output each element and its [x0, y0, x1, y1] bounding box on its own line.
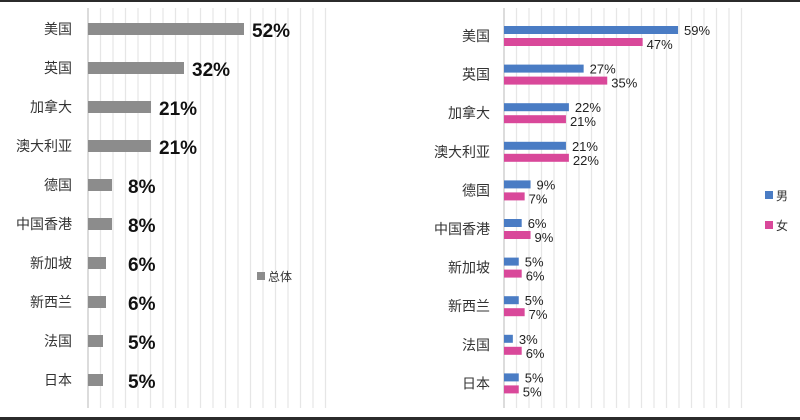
data-label-female-cat-6: 6%	[526, 269, 545, 284]
bar-overall-cat-1	[88, 62, 184, 74]
data-label-male-cat-9: 5%	[525, 370, 544, 385]
data-label-overall-cat-8: 5%	[128, 333, 156, 354]
category-label-cat-1: 英国	[462, 67, 490, 83]
data-label-female-cat-7: 7%	[529, 307, 548, 322]
bar-male-cat-1	[504, 64, 584, 73]
data-label-female-cat-1: 35%	[611, 76, 637, 91]
category-label-cat-8: 法国	[462, 337, 490, 353]
data-label-overall-cat-2: 21%	[159, 99, 197, 120]
bar-male-cat-4	[504, 180, 531, 189]
data-label-female-cat-2: 21%	[570, 114, 596, 129]
data-label-overall-cat-6: 6%	[128, 255, 156, 276]
category-label-cat-9: 日本	[44, 372, 72, 388]
bar-female-cat-7	[504, 308, 525, 317]
data-label-female-cat-9: 5%	[523, 384, 542, 399]
data-label-male-cat-0: 59%	[684, 23, 710, 38]
data-label-female-cat-8: 6%	[526, 346, 545, 361]
category-label-cat-0: 美国	[44, 21, 72, 37]
data-label-male-cat-7: 5%	[525, 293, 544, 308]
bar-overall-cat-9	[88, 374, 103, 386]
data-label-male-cat-6: 5%	[525, 255, 544, 270]
bar-female-cat-4	[504, 192, 525, 201]
data-label-male-cat-5: 6%	[528, 216, 547, 231]
data-label-female-cat-5: 9%	[535, 230, 554, 245]
bar-overall-cat-2	[88, 101, 151, 113]
data-label-female-cat-4: 7%	[529, 191, 548, 206]
category-label-cat-5: 中国香港	[16, 216, 72, 232]
left-chart-overall: 美国 52% 英国 32% 加拿大 21% 澳大利亚 21% 德国 8% 中国香港 8% 新加坡 6% 新西…	[16, 8, 327, 408]
bar-overall-cat-5	[88, 218, 112, 230]
legend-swatch-overall	[257, 272, 265, 280]
legend-label-overall: 总体	[268, 270, 292, 284]
category-label-cat-5: 中国香港	[434, 221, 490, 237]
bar-male-cat-2	[504, 103, 569, 112]
data-label-female-cat-3: 22%	[573, 153, 599, 168]
bar-female-cat-2	[504, 115, 566, 124]
bar-male-cat-0	[504, 26, 679, 34]
category-label-cat-1: 英国	[44, 60, 72, 76]
category-label-cat-6: 新加坡	[30, 255, 72, 271]
data-label-overall-cat-5: 8%	[128, 216, 156, 237]
category-label-cat-0: 美国	[462, 28, 490, 44]
right-chart-by-gender: 美国 59%47%英国 27%35%加拿大 22%21%澳大利亚 21%22%德国 9%7…	[434, 8, 788, 408]
category-label-cat-2: 加拿大	[30, 99, 72, 115]
bar-male-cat-7	[504, 296, 519, 305]
left-legend: 总体	[257, 270, 292, 284]
data-label-overall-cat-3: 21%	[159, 138, 197, 159]
legend-swatch-female	[765, 221, 773, 229]
bar-female-cat-6	[504, 269, 522, 278]
bar-female-cat-8	[504, 346, 522, 355]
bar-overall-cat-6	[88, 257, 106, 269]
category-label-cat-9: 日本	[462, 375, 490, 391]
legend-label-male: 男	[776, 189, 788, 203]
bar-female-cat-9	[504, 385, 519, 394]
bar-male-cat-8	[504, 334, 513, 343]
data-label-overall-cat-7: 6%	[128, 294, 156, 315]
data-label-male-cat-4: 9%	[537, 177, 556, 192]
bar-male-cat-9	[504, 373, 519, 382]
category-label-cat-8: 法国	[44, 333, 72, 349]
data-label-male-cat-2: 22%	[575, 100, 601, 115]
category-label-cat-7: 新西兰	[448, 298, 490, 314]
legend-swatch-male	[765, 191, 773, 199]
data-label-overall-cat-0: 52%	[252, 21, 290, 42]
bar-overall-cat-3	[88, 140, 151, 152]
data-label-overall-cat-1: 32%	[192, 60, 230, 81]
category-label-cat-3: 澳大利亚	[16, 138, 72, 154]
category-label-cat-3: 澳大利亚	[434, 144, 490, 160]
category-label-cat-4: 德国	[462, 182, 490, 198]
data-label-male-cat-8: 3%	[519, 332, 538, 347]
bar-overall-cat-8	[88, 335, 103, 347]
data-label-male-cat-3: 21%	[572, 139, 598, 154]
bar-male-cat-6	[504, 257, 519, 266]
legend-label-female: 女	[776, 218, 788, 233]
bar-overall-cat-0	[88, 23, 244, 35]
bar-overall-cat-4	[88, 179, 112, 191]
bar-male-cat-3	[504, 141, 566, 150]
category-label-cat-7: 新西兰	[30, 294, 72, 310]
left-gridlines	[87, 8, 327, 408]
bar-female-cat-5	[504, 231, 531, 239]
data-label-female-cat-0: 47%	[647, 37, 673, 52]
bar-female-cat-1	[504, 76, 608, 85]
category-label-cat-2: 加拿大	[448, 105, 490, 121]
category-label-cat-4: 德国	[44, 177, 72, 193]
bar-overall-cat-7	[88, 296, 106, 308]
bar-female-cat-3	[504, 153, 569, 162]
data-label-overall-cat-4: 8%	[128, 177, 156, 198]
bar-female-cat-0	[504, 38, 643, 46]
bar-male-cat-5	[504, 219, 522, 227]
category-label-cat-6: 新加坡	[448, 260, 490, 276]
data-label-overall-cat-9: 5%	[128, 372, 156, 393]
right-legend: 男女	[765, 189, 788, 233]
data-label-male-cat-1: 27%	[590, 62, 616, 77]
